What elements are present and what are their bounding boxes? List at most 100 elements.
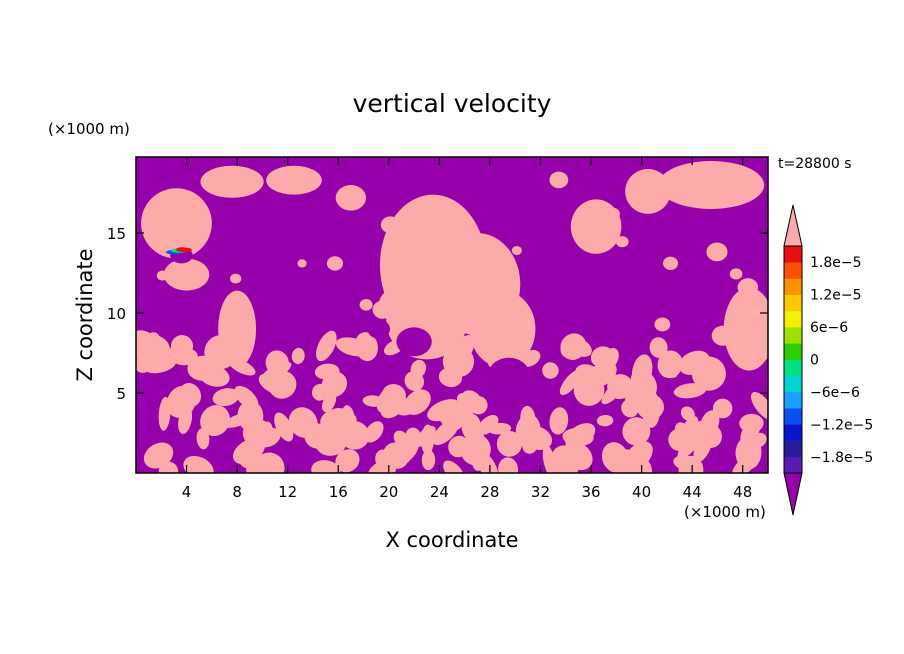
updraft-cell	[452, 335, 475, 364]
updraft-cell	[380, 216, 400, 234]
colorbar-tick-label: −1.2e−5	[810, 417, 873, 433]
updraft-cell	[549, 407, 569, 435]
updraft-cell	[427, 399, 461, 422]
updraft-cell	[223, 412, 255, 428]
updraft-region	[658, 161, 765, 209]
colorbar-bin	[784, 440, 802, 458]
updraft-cell	[321, 371, 348, 398]
y-tick-label: 5	[116, 385, 126, 403]
updraft-region	[723, 287, 768, 371]
updraft-region	[141, 188, 212, 259]
updraft-cell	[462, 390, 482, 408]
updraft-cell	[643, 400, 660, 428]
updraft-cell	[136, 330, 159, 361]
updraft-cell	[511, 245, 522, 255]
updraft-cell	[519, 349, 541, 367]
updraft-cell	[735, 435, 762, 470]
updraft-cell	[376, 385, 402, 414]
colorbar-bin	[784, 278, 802, 295]
updraft-cell	[212, 388, 240, 407]
updraft-cell	[615, 236, 629, 248]
updraft-cell	[521, 426, 553, 451]
updraft-region	[335, 185, 367, 211]
updraft-cell	[678, 350, 710, 375]
updraft-cell	[464, 299, 486, 318]
contour-field	[136, 157, 768, 473]
x-tick-label: 24	[430, 483, 449, 501]
updraft-cell	[729, 268, 743, 280]
updraft-cell	[297, 259, 307, 268]
updraft-cell	[443, 460, 465, 473]
downdraft-core	[488, 357, 530, 390]
colorbar-bin	[784, 262, 802, 279]
colorbar-tick-label: 0	[810, 353, 819, 369]
time-label: t=28800 s	[778, 156, 852, 172]
updraft-cell	[487, 422, 512, 435]
y-axis-label: Z coordinate	[73, 248, 97, 381]
updraft-cell	[562, 441, 593, 471]
updraft-region	[163, 258, 210, 291]
updraft-cell	[316, 330, 337, 362]
colorbar-high-arrow	[783, 204, 803, 247]
plot-frame	[135, 156, 769, 474]
colorbar-bin	[784, 327, 802, 344]
updraft-cell	[264, 461, 281, 473]
chart-title: vertical velocity	[353, 89, 552, 118]
x-axis: 4 8 12 16 20 24 28 32 36 40 44 48	[182, 157, 752, 501]
updraft-cell	[183, 455, 214, 473]
x-tick-label: 40	[632, 483, 651, 501]
x-tick-label: 32	[531, 483, 550, 501]
updraft-cell	[549, 171, 569, 189]
updraft-cell	[706, 242, 728, 262]
updraft-cell	[291, 347, 305, 365]
colorbar-bin	[784, 343, 802, 360]
colorbar-bin	[784, 359, 802, 377]
updraft-cell	[421, 449, 436, 471]
updraft-region	[469, 290, 536, 368]
x-tick-label: 36	[581, 483, 600, 501]
x-tick-label: 4	[182, 483, 192, 501]
downdraft-core	[367, 319, 391, 339]
updraft-cell	[404, 371, 425, 392]
updraft-cell	[383, 442, 409, 469]
updraft-cell	[568, 338, 592, 357]
updraft-cell	[622, 417, 651, 446]
x-tick-label: 8	[232, 483, 242, 501]
y-axis: 5 10 15	[107, 225, 768, 403]
updraft-cell	[372, 300, 394, 319]
updraft-cell	[607, 374, 633, 400]
updraft-cell	[630, 375, 655, 404]
updraft-region	[200, 165, 264, 198]
downdraft-core	[396, 327, 432, 357]
updraft-cell	[265, 350, 289, 376]
colorbar-bin	[784, 246, 802, 263]
updraft-cell	[654, 317, 671, 332]
strong-velocity-edge	[176, 247, 193, 252]
colorbar-frame	[783, 245, 803, 474]
updraft-cell	[542, 362, 559, 379]
updraft-cell	[750, 391, 768, 420]
updraft-cell	[288, 407, 318, 438]
updraft-cell	[438, 367, 463, 388]
y-unit-label: (×1000 m)	[48, 120, 130, 138]
y-tick-label: 10	[107, 305, 126, 323]
colorbar-tick-label: 6e−6	[810, 320, 848, 336]
updraft-cell	[230, 273, 242, 284]
colorbar-bin	[784, 424, 802, 441]
updraft-cell	[498, 457, 519, 473]
updraft-cell	[421, 424, 435, 455]
updraft-cell	[196, 428, 210, 450]
y-tick-label: 15	[107, 225, 126, 243]
x-tick-label: 16	[329, 483, 348, 501]
updraft-cell	[335, 337, 370, 357]
updraft-cell	[432, 419, 459, 446]
updraft-cell	[617, 454, 652, 473]
x-tick-label: 28	[480, 483, 499, 501]
updraft-cell	[674, 422, 693, 446]
updraft-cell	[326, 256, 344, 271]
updraft-cell	[605, 213, 618, 224]
updraft-region	[570, 199, 622, 254]
updraft-cell	[274, 412, 294, 442]
colorbar-bin	[784, 310, 802, 328]
